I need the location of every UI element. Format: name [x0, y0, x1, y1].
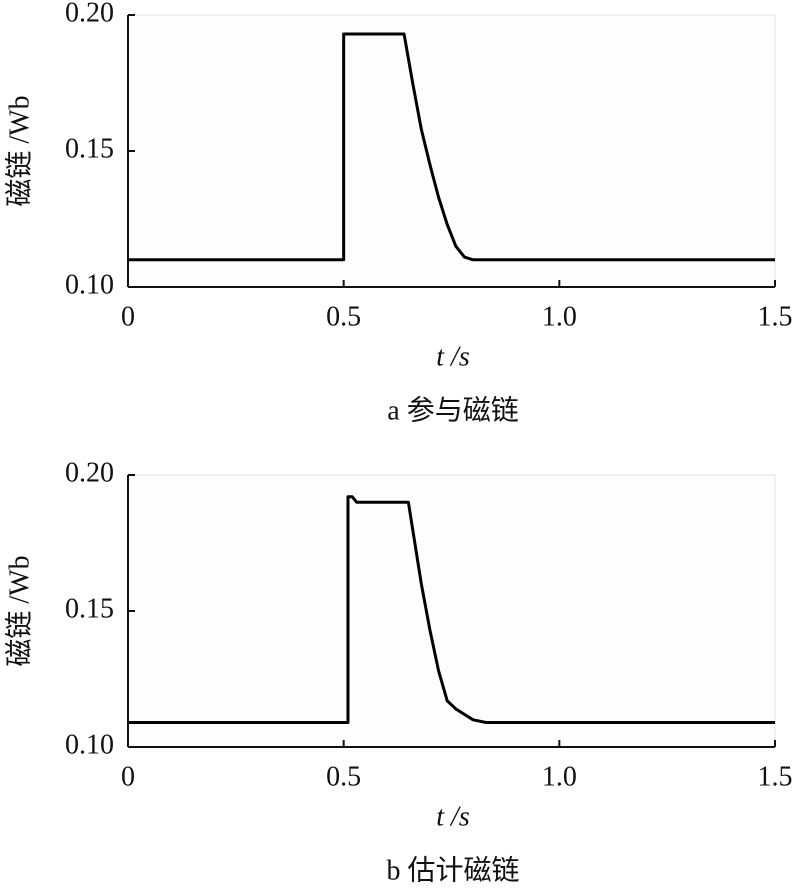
x-tick-label: 1.5	[758, 761, 793, 792]
caption: b 估计磁链	[386, 854, 519, 886]
y-tick-label: 0.10	[65, 729, 114, 760]
data-line	[128, 32, 775, 262]
plot-area	[127, 474, 776, 748]
x-tick-label: 1.0	[542, 301, 577, 332]
y-tick-label: 0.20	[65, 0, 114, 28]
x-axis-label: t /s	[436, 801, 470, 832]
y-tick-label: 0.15	[65, 133, 114, 164]
y-tick-label: 0.15	[65, 593, 114, 624]
x-tick-label: 1.5	[758, 301, 793, 332]
x-tick-label: 0.5	[326, 301, 361, 332]
x-tick-label: 0	[121, 301, 135, 332]
data-line	[128, 495, 775, 725]
plot-area	[127, 14, 776, 288]
x-tick-label: 0	[121, 761, 135, 792]
x-tick-label: 1.0	[542, 761, 577, 792]
y-axis-label: 磁链 /Wb	[3, 95, 35, 206]
x-tick-label: 0.5	[326, 761, 361, 792]
y-tick-label: 0.20	[65, 457, 114, 488]
caption: a 参与磁链	[387, 394, 518, 426]
y-axis-label: 磁链 /Wb	[3, 555, 35, 666]
x-axis-label: t /s	[436, 341, 470, 372]
y-tick-label: 0.10	[65, 269, 114, 300]
